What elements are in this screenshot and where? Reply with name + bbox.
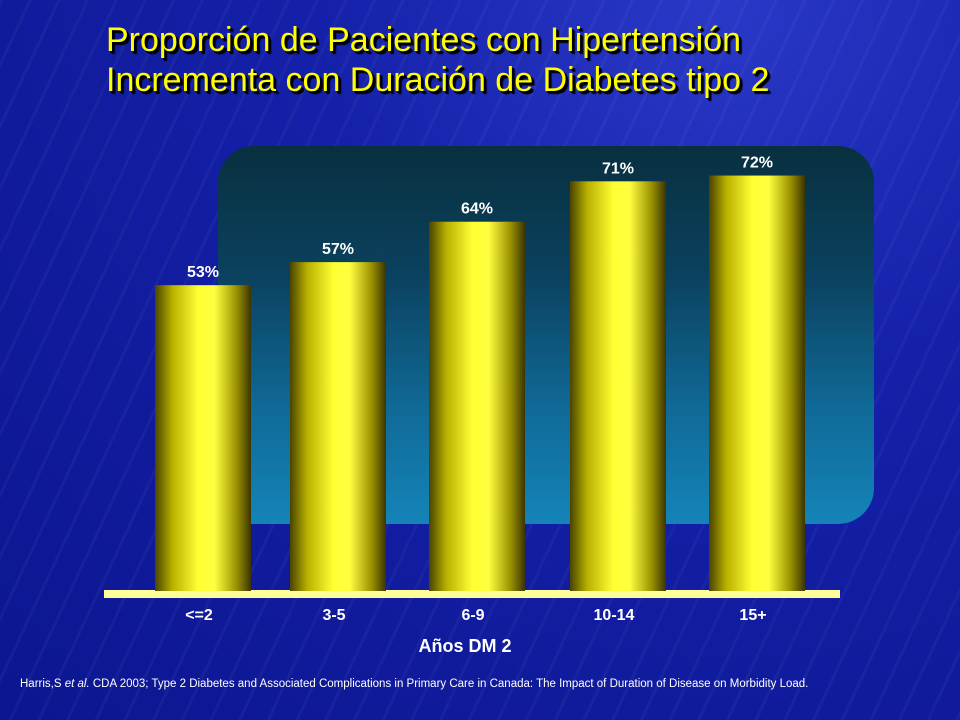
x-tick-label: 10-14	[594, 607, 635, 624]
bar-value-label: 53%	[187, 264, 219, 281]
bars-group: 53% <=2 57% 3-5 64% 6-9 71% 10-14 72% 15+	[155, 155, 805, 624]
bar-3-5	[290, 262, 386, 591]
x-tick-label: 15+	[739, 607, 766, 624]
title-line-2: Incrementa con Duración de Diabetes tipo…	[106, 61, 770, 99]
bar-value-label: 64%	[461, 201, 493, 218]
citation-author: Harris,S	[20, 678, 62, 690]
bar-value-label: 57%	[322, 241, 354, 258]
x-tick-label: 3-5	[322, 607, 345, 624]
x-tick-label: 6-9	[461, 607, 484, 624]
bar-6-9	[429, 221, 525, 591]
slide-title: Proporción de Pacientes con Hipertensión…	[106, 20, 946, 100]
citation: Harris,S et al. CDA 2003; Type 2 Diabete…	[20, 678, 945, 690]
bar-value-label: 72%	[741, 155, 773, 172]
x-axis-label: Años DM 2	[418, 636, 512, 656]
bar-value-label: 71%	[602, 160, 634, 177]
x-tick-label: <=2	[185, 607, 213, 624]
title-line-1: Proporción de Pacientes con Hipertensión	[106, 21, 742, 59]
bar-<=2	[155, 285, 251, 591]
baseline-floor	[104, 590, 840, 598]
citation-rest: CDA 2003; Type 2 Diabetes and Associated…	[89, 678, 809, 690]
bar-15+	[709, 175, 805, 591]
citation-etal: et al.	[64, 678, 90, 690]
bar-10-14	[570, 181, 666, 591]
